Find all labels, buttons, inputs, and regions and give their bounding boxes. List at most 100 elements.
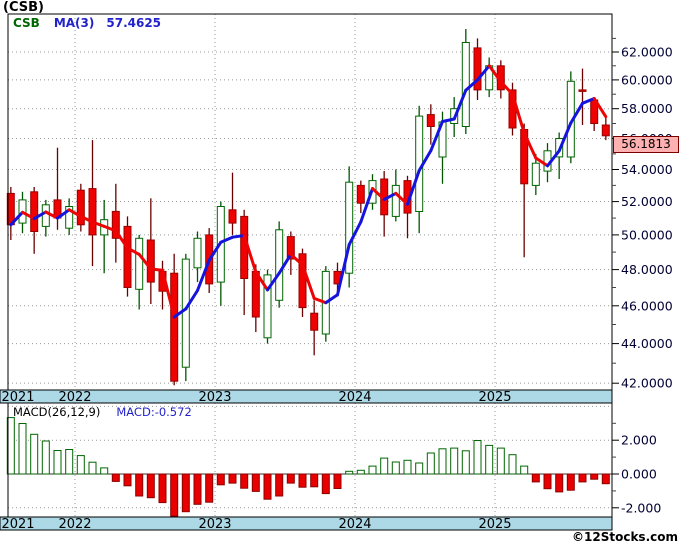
ma-segment-falling [371, 187, 386, 201]
candle-down [30, 191, 39, 233]
macd-bar-positive [473, 440, 482, 475]
ma-segment-falling [91, 220, 106, 228]
candle-up [181, 258, 190, 368]
year-label: 2025 [478, 390, 511, 405]
year-labels: 2021 2021 2022 2022 2023 2023 2024 2024 2025 2025 [1, 390, 511, 532]
ma-segment-falling [102, 224, 118, 233]
macd-bar-negative [240, 473, 249, 489]
year-label: 2022 [58, 517, 91, 532]
price-axis-label: 52.0000 [621, 194, 673, 209]
ma-segment-falling [301, 263, 316, 300]
macd-bar-negative [123, 473, 132, 487]
candle-down [601, 124, 610, 137]
macd-bar-positive [368, 465, 377, 475]
macd-bar-positive [100, 467, 109, 475]
ma-segment-rising [196, 258, 211, 292]
macd-bar-positive [415, 462, 424, 475]
ma-segment-falling [67, 208, 83, 218]
page-title: (CSB) [3, 0, 44, 15]
macd-bar-positive [356, 469, 365, 475]
ma-segment-rising [464, 78, 479, 92]
candle-up [531, 162, 540, 186]
price-axis-label: 58.0000 [621, 101, 673, 116]
macd-bar-positive [88, 461, 97, 475]
macd-bar-negative [111, 473, 120, 482]
price-axis-label: 46.0000 [621, 298, 673, 313]
candle-up [65, 206, 74, 229]
macd-bar-positive [450, 447, 459, 475]
macd-bar-positive [496, 447, 505, 475]
macd-bar-negative [181, 473, 190, 513]
ma-segment-rising [347, 220, 363, 247]
ma-segment-falling [79, 214, 94, 224]
ma-segment-rising [324, 293, 339, 305]
ma-segment-falling [522, 131, 538, 160]
chart-legend: CSB MA(3) 57.4625 [13, 16, 161, 30]
candle-down [473, 47, 482, 91]
ma-segment-falling [114, 229, 129, 250]
ma-segment-rising [266, 271, 281, 292]
macd-bar-positive [345, 470, 354, 475]
ma-segment-falling [149, 267, 164, 272]
legend-ma-label: MA(3) [53, 16, 95, 30]
ma-segment-rising [207, 240, 223, 262]
ma-segment-falling [44, 210, 59, 220]
ma-segment-rising [184, 289, 199, 311]
macd-bar-negative [590, 473, 599, 480]
ma-segment-falling [254, 270, 269, 292]
macd-bar-negative [193, 473, 202, 505]
ma-segment-rising [452, 88, 468, 121]
ma-segment-rising [417, 149, 433, 172]
ma-segment-falling [592, 97, 608, 119]
ma-segment-rising [476, 64, 491, 82]
macd-value-label: MACD:-0.572 [116, 405, 192, 419]
macd-bar-negative [275, 473, 284, 497]
candle-up [263, 274, 272, 339]
macd-bar-negative [543, 473, 552, 490]
macd-bar-positive [41, 440, 50, 475]
price-axis-label: 42.0000 [621, 376, 673, 391]
ma-segment-falling [242, 234, 258, 274]
macd-bar-negative [566, 473, 575, 491]
candle-down [578, 89, 587, 92]
macd-histogram [6, 417, 610, 517]
ma-segment-falling [126, 246, 141, 256]
candle-down [76, 189, 85, 226]
candle-down [111, 210, 120, 239]
macd-bar-positive [76, 455, 85, 475]
macd-bar-negative [310, 473, 319, 488]
candle-up [135, 237, 144, 290]
candle-down [356, 184, 365, 204]
ma-segment-rising [172, 307, 188, 319]
macd-axis-label: -2.000 [621, 500, 661, 515]
ma3-line [9, 64, 608, 319]
macd-axis-label: 0.000 [621, 467, 657, 482]
macd-bar-positive [520, 465, 529, 475]
macd-bar-negative [321, 473, 330, 495]
legend-ma-value: 57.4625 [106, 16, 162, 30]
ma-segment-rising [557, 121, 573, 153]
ma-segment-falling [394, 191, 409, 206]
ma-segment-falling [312, 296, 328, 305]
macd-bar-positive [391, 461, 400, 475]
macd-bar-positive [65, 449, 74, 475]
price-axis-label: 62.0000 [621, 45, 673, 60]
legend-symbol: CSB [13, 16, 40, 30]
candle-up [461, 42, 470, 127]
ma-segment-rising [56, 208, 71, 220]
macd-bar-positive [438, 448, 447, 475]
year-label: 2023 [198, 390, 231, 405]
ma-segment-falling [137, 252, 153, 271]
ma-segment-rising [336, 243, 351, 297]
price-axis-label: 44.0000 [621, 336, 673, 351]
macd-bar-negative [333, 473, 342, 489]
year-label: 2025 [478, 517, 511, 532]
year-label: 2021 [1, 390, 34, 405]
price-axis-label: 60.0000 [621, 72, 673, 87]
main-plot-border [7, 13, 613, 391]
year-label: 2022 [58, 390, 91, 405]
year-label: 2024 [338, 517, 371, 532]
candle-up [41, 204, 50, 227]
candle-up [391, 184, 400, 217]
